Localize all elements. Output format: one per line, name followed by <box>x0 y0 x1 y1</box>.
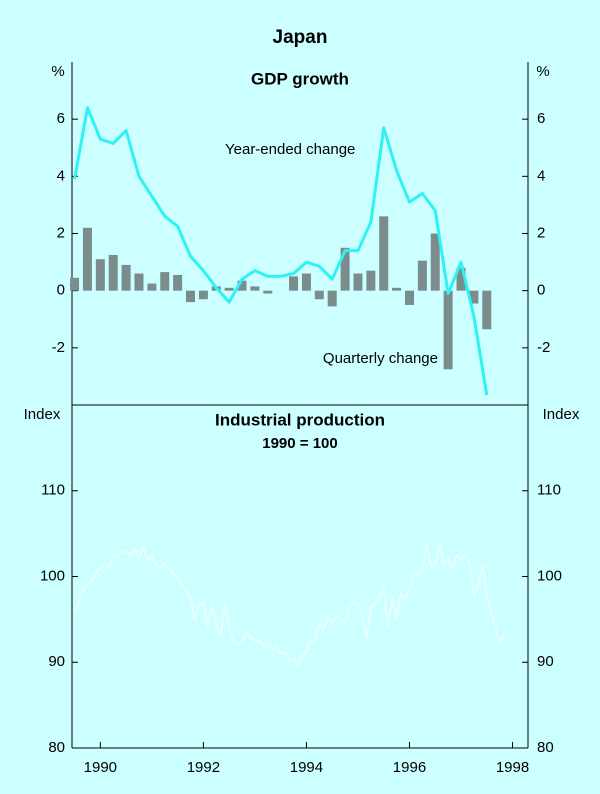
x-tick-label: 1994 <box>290 759 323 776</box>
y2-tick-label: 2 <box>537 224 545 241</box>
bar <box>82 227 92 291</box>
bar <box>482 290 492 330</box>
y-tick-label: -2 <box>52 339 65 356</box>
x-tick-label: 1990 <box>84 759 117 776</box>
bar <box>404 290 414 305</box>
line <box>73 541 505 668</box>
y-tick-label: 110 <box>41 482 65 499</box>
bar <box>340 247 350 291</box>
series-annotation: Quarterly change <box>323 350 438 367</box>
chart-title: GDP growth <box>251 69 349 88</box>
bar <box>314 290 324 300</box>
y2-tick-label: -2 <box>537 339 550 356</box>
bar <box>353 273 363 291</box>
page-title: Japan <box>273 27 328 48</box>
y2-axis-label: % <box>536 63 549 80</box>
bar <box>430 233 440 291</box>
y-tick-label: 80 <box>48 739 65 756</box>
bar <box>301 273 311 291</box>
bar <box>186 290 196 303</box>
bar <box>224 287 234 291</box>
bar <box>392 287 402 291</box>
bar <box>327 290 337 307</box>
bar <box>95 259 105 291</box>
y-tick-label: 6 <box>57 110 65 127</box>
y2-tick-label: 100 <box>537 567 562 584</box>
y-tick-label: 90 <box>48 653 65 670</box>
bar <box>147 283 157 291</box>
chart-subtitle: 1990 = 100 <box>262 435 338 452</box>
y-axis-label: % <box>51 63 64 80</box>
y2-axis-label: Index <box>543 406 580 423</box>
y2-tick-label: 110 <box>537 482 561 499</box>
bar <box>173 274 183 291</box>
bar <box>289 276 299 291</box>
y-tick-label: 4 <box>57 167 65 184</box>
bar <box>366 270 376 291</box>
y-axis-label: Index <box>24 406 61 423</box>
bar <box>121 264 131 291</box>
y2-tick-label: 80 <box>537 739 554 756</box>
line <box>73 106 489 396</box>
y-tick-label: 0 <box>57 282 65 299</box>
bar <box>417 260 427 291</box>
series-annotation: Year-ended change <box>225 141 355 158</box>
bar <box>443 290 453 370</box>
bar <box>456 267 466 291</box>
y2-tick-label: 0 <box>537 282 545 299</box>
chart-title: Industrial production <box>215 410 385 429</box>
bar <box>263 290 273 294</box>
bar <box>379 216 389 291</box>
y2-tick-label: 4 <box>537 167 545 184</box>
x-tick-label: 1998 <box>496 759 529 776</box>
bar <box>198 290 208 300</box>
bar <box>250 286 260 291</box>
bar <box>237 280 247 291</box>
y2-tick-label: 6 <box>537 110 545 127</box>
bar <box>108 254 118 291</box>
bar <box>160 272 170 291</box>
y-tick-label: 100 <box>40 567 65 584</box>
x-tick-label: 1992 <box>187 759 220 776</box>
bar <box>134 273 144 291</box>
x-tick-label: 1996 <box>393 759 426 776</box>
bar <box>469 290 479 304</box>
bar <box>70 277 80 291</box>
y2-tick-label: 90 <box>537 653 554 670</box>
y-tick-label: 2 <box>57 224 65 241</box>
